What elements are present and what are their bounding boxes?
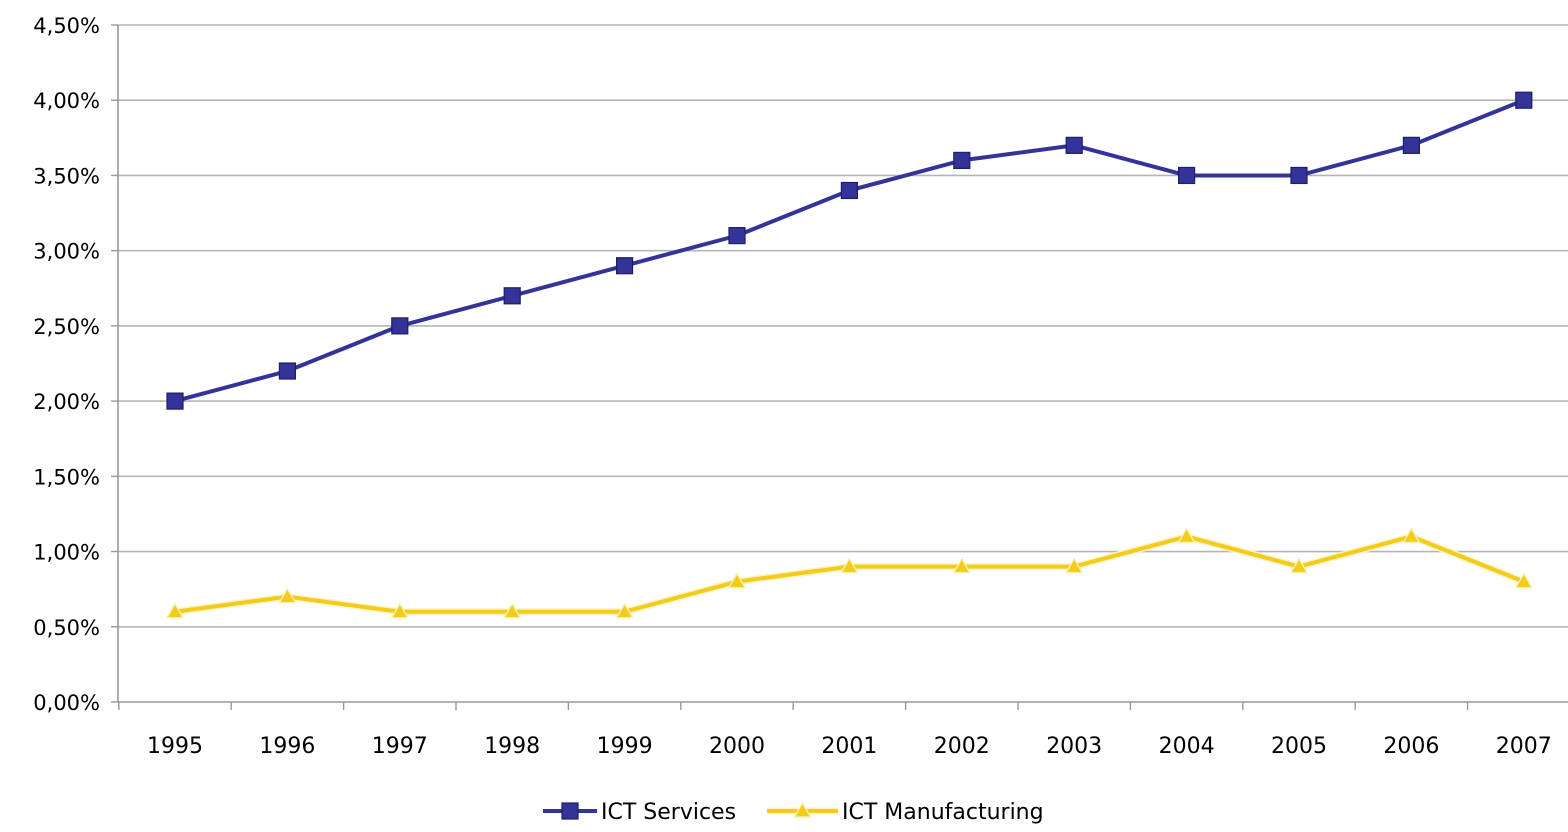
x-axis-tick-label: 2006 [1383, 734, 1439, 759]
x-axis-tick-label: 2001 [821, 734, 877, 759]
y-axis-tick-label: 1,00% [33, 541, 100, 565]
data-point-marker [166, 392, 184, 410]
x-axis-tick-label: 2007 [1496, 734, 1552, 759]
series-lines [165, 91, 1534, 619]
legend-label: ICT Services [601, 800, 736, 825]
x-axis-tick-label: 1999 [597, 734, 653, 759]
data-point-marker [390, 602, 410, 619]
data-point-marker [1177, 166, 1196, 185]
x-axis-tick-label: 2003 [1046, 734, 1102, 759]
data-point-marker [952, 557, 972, 574]
legend-item: ICT Manufacturing [767, 800, 1044, 825]
data-point-marker [1514, 572, 1534, 589]
x-axis-tick-label: 1995 [147, 734, 203, 759]
y-axis-tick-label: 3,00% [33, 240, 100, 264]
axes [111, 24, 1568, 710]
data-point-marker [502, 602, 522, 619]
x-axis-tick-label: 1997 [372, 734, 428, 759]
x-axis-tick-label: 2000 [709, 734, 765, 759]
data-point-marker [840, 557, 859, 574]
data-point-marker [615, 602, 634, 619]
data-point-marker [278, 362, 296, 380]
legend-item: ICT Services [543, 800, 736, 825]
gridlines [118, 24, 1568, 628]
legend-marker [793, 801, 812, 818]
data-point-marker [1064, 557, 1084, 574]
x-axis-tick-label: 1998 [484, 734, 540, 759]
series-line [173, 534, 1526, 614]
legend: ICT Services ICT Manufacturing [543, 800, 1044, 825]
x-axis-tick-label: 2004 [1159, 734, 1215, 759]
x-axis-tick-labels: 1995 1996 1997 1998 1999 2000 2001 2002 2003 2004… [147, 734, 1552, 759]
data-point-marker [503, 287, 521, 305]
y-axis-tick-labels: 0,00% 0,50% 1,00% 1,50% 2,00% 2,50% 3,00% 3,50%… [33, 14, 100, 715]
y-axis-tick-label: 0,00% [33, 691, 100, 715]
y-axis-tick-label: 4,00% [33, 89, 100, 113]
data-point-marker [1402, 136, 1421, 154]
data-point-marker [1402, 527, 1421, 544]
series-line-halo [171, 533, 1528, 616]
data-point-marker [615, 257, 634, 275]
data-point-marker [1515, 91, 1533, 109]
x-axis-tick-label: 2002 [934, 734, 990, 759]
x-axis-tick-label: 2005 [1271, 734, 1327, 759]
series-ict-manufacturing [165, 527, 1534, 619]
data-point-marker [1290, 166, 1308, 185]
data-point-marker [1289, 557, 1309, 574]
data-point-marker [391, 317, 409, 335]
data-point-marker [165, 602, 185, 619]
data-point-marker [1065, 136, 1083, 154]
data-point-marker [953, 151, 971, 169]
y-axis-tick-label: 2,50% [33, 315, 100, 339]
data-point-marker [278, 587, 297, 604]
legend-marker [561, 802, 579, 820]
series-ict-services [166, 91, 1533, 410]
y-axis-tick-label: 0,50% [33, 616, 100, 640]
y-axis-tick-label: 1,50% [33, 465, 100, 489]
data-point-marker [727, 572, 747, 589]
data-point-marker [1177, 527, 1196, 544]
y-axis-tick-label: 4,50% [33, 14, 100, 38]
data-point-marker [840, 181, 859, 200]
data-point-marker [728, 227, 746, 245]
y-axis-tick-label: 2,00% [33, 390, 100, 414]
legend-label: ICT Manufacturing [842, 800, 1044, 825]
y-axis-tick-label: 3,50% [33, 164, 100, 188]
x-axis-tick-label: 1996 [259, 734, 315, 759]
